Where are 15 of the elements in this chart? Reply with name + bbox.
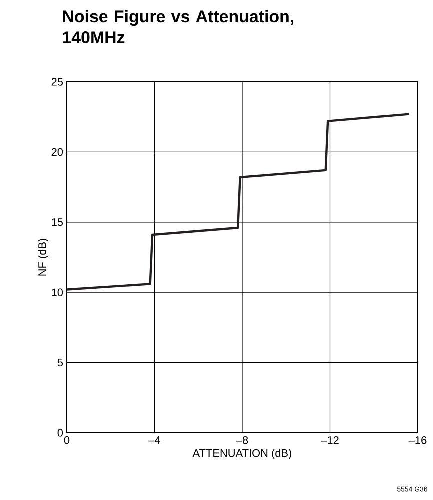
y-axis-title: NF (dB) xyxy=(38,239,48,276)
x-axis-title: ATTENUATION (dB) xyxy=(192,449,292,460)
x-tick-label: –12 xyxy=(321,436,339,444)
x-tick-label: –16 xyxy=(408,436,427,444)
x-tick-label: –8 xyxy=(236,436,248,444)
y-tick-label: 0 xyxy=(58,429,64,437)
y-tick-label: 5 xyxy=(58,358,64,367)
y-tick-label: 15 xyxy=(52,218,64,226)
chart-title: Noise Figure vs Attenuation, 140MHz xyxy=(63,10,294,44)
y-tick-label: 10 xyxy=(52,288,64,296)
line-series xyxy=(66,113,410,291)
y-tick-label: 25 xyxy=(52,78,64,86)
x-tick-label: –4 xyxy=(148,436,161,444)
y-tick-label: 20 xyxy=(52,148,64,156)
x-tick-label: 0 xyxy=(64,436,70,444)
